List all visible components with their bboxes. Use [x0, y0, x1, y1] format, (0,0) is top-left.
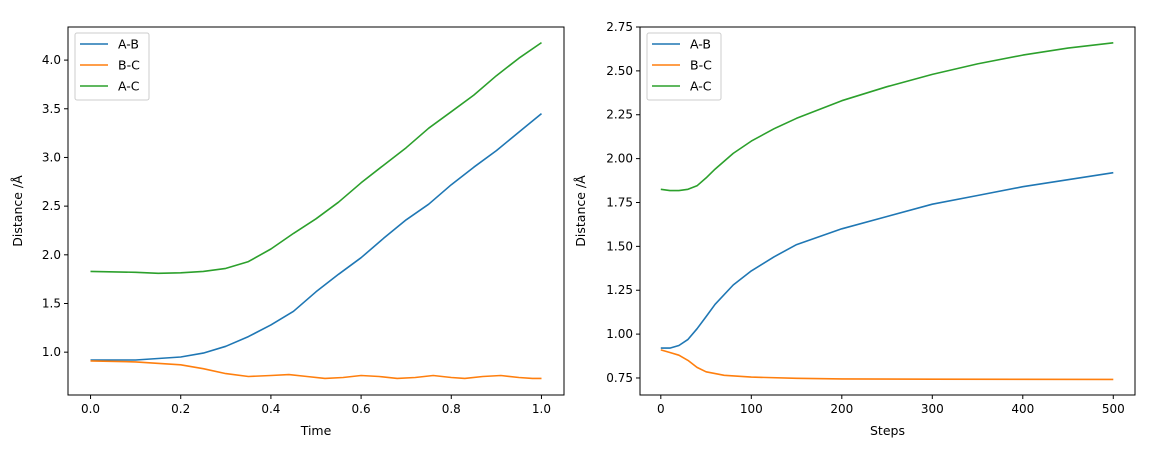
x-tick-label: 200 — [830, 402, 853, 416]
legend-label-a-b: A-B — [118, 37, 139, 52]
y-axis-label: Distance /Å — [573, 175, 588, 247]
series-line-a-b — [90, 112, 543, 361]
x-tick-label: 0.6 — [352, 402, 371, 416]
legend-label-a-c: A-C — [118, 79, 140, 94]
x-tick-label: 0.0 — [81, 402, 100, 416]
legend-label-a-b: A-B — [690, 37, 711, 52]
series-line-b-c — [660, 349, 1114, 381]
y-tick-label: 1.5 — [42, 296, 61, 310]
legend-label-a-c: A-C — [690, 79, 712, 94]
y-tick-label: 1.75 — [606, 195, 633, 209]
series-line-b-c — [90, 360, 542, 380]
x-tick-label: 1.0 — [532, 402, 551, 416]
x-tick-label: 0.2 — [171, 402, 190, 416]
x-tick-label: 500 — [1102, 402, 1125, 416]
y-tick-label: 4.0 — [42, 53, 61, 67]
y-tick-label: 1.0 — [42, 345, 61, 359]
y-tick-label: 3.0 — [42, 150, 61, 164]
x-tick-label: 0.8 — [442, 402, 461, 416]
series-line-a-b — [660, 171, 1114, 349]
y-tick-label: 2.5 — [42, 199, 61, 213]
axes-frame — [67, 26, 565, 396]
y-tick-label: 2.00 — [606, 152, 633, 166]
y-axis-label: Distance /Å — [10, 175, 25, 247]
x-axis-label: Steps — [870, 423, 905, 438]
x-tick-label: 0.4 — [261, 402, 280, 416]
y-tick-label: 2.25 — [606, 108, 633, 122]
x-tick-label: 100 — [740, 402, 763, 416]
series-line-a-c — [90, 41, 542, 275]
y-tick-label: 0.75 — [606, 371, 633, 385]
legend-label-b-c: B-C — [118, 58, 140, 73]
legend-box — [646, 32, 722, 101]
legend-label-b-c: B-C — [690, 58, 712, 73]
y-tick-label: 1.25 — [606, 283, 633, 297]
y-tick-label: 1.00 — [606, 327, 633, 341]
legend-box — [74, 32, 150, 101]
y-tick-label: 1.50 — [606, 239, 633, 253]
y-tick-label: 2.50 — [606, 64, 633, 78]
x-axis-label: Time — [300, 423, 332, 438]
y-tick-label: 2.0 — [42, 248, 61, 262]
chart-2: 0 100 200 300 400 500 0.75 1.00 1.25 1.50 1.75 2.00… — [573, 20, 1136, 438]
y-tick-label: 3.5 — [42, 102, 61, 116]
axes-frame — [639, 26, 1136, 396]
x-tick-label: 300 — [921, 402, 944, 416]
x-tick-label: 0 — [657, 402, 665, 416]
legend: A-B B-C A-C — [74, 32, 150, 101]
legend: A-B B-C A-C — [646, 32, 722, 101]
series-line-a-c — [660, 42, 1114, 192]
x-tick-label: 400 — [1011, 402, 1034, 416]
chart-1: 0.0 0.2 0.4 0.6 0.8 1.0 1.0 1.5 2.0 2.5 3.0 3.5 4.0 T… — [10, 26, 565, 438]
y-tick-label: 2.75 — [606, 20, 633, 34]
